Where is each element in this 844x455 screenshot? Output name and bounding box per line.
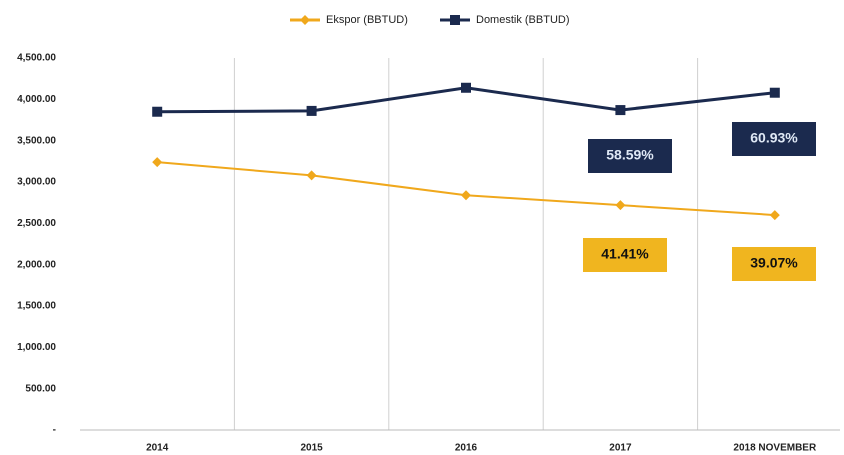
legend-label: Ekspor (BBTUD) — [326, 14, 408, 26]
annotation: 60.93% — [750, 130, 798, 146]
annotation-box — [732, 122, 816, 156]
annotation-box — [583, 238, 667, 272]
y-tick-label: 4,000.00 — [17, 94, 56, 105]
marker — [769, 210, 780, 221]
annotation-box — [588, 139, 672, 173]
series-line — [157, 161, 775, 217]
y-tick-label: - — [53, 425, 56, 436]
y-tick-label: 3,500.00 — [17, 135, 56, 146]
marker — [300, 15, 310, 25]
marker — [461, 82, 471, 93]
annotation: 58.59% — [606, 147, 654, 163]
y-tick-label: 3,000.00 — [17, 177, 56, 188]
marker — [461, 190, 471, 201]
marker — [152, 157, 163, 168]
marker — [615, 200, 626, 211]
annotation: 39.07% — [750, 255, 798, 271]
x-tick-label: 2018 NOVEMBER — [733, 443, 817, 454]
y-tick-label: 2,500.00 — [17, 218, 56, 229]
marker — [306, 170, 317, 181]
y-tick-label: 4,500.00 — [17, 53, 56, 64]
x-tick-label: 2014 — [146, 443, 169, 454]
x-tick-label: 2015 — [300, 443, 323, 454]
marker — [769, 87, 780, 98]
y-tick-label: 2,000.00 — [17, 259, 56, 270]
marker — [306, 105, 317, 116]
marker — [615, 105, 626, 116]
legend-label: Domestik (BBTUD) — [476, 14, 570, 26]
annotation-box — [732, 247, 816, 281]
annotation: 41.41% — [601, 246, 649, 262]
y-tick-label: 1,500.00 — [17, 301, 56, 312]
marker — [450, 15, 460, 25]
y-tick-label: 1,000.00 — [17, 342, 56, 353]
marker — [152, 106, 163, 117]
x-tick-label: 2017 — [609, 443, 632, 454]
x-tick-label: 2016 — [455, 443, 478, 454]
y-tick-label: 500.00 — [25, 383, 56, 394]
